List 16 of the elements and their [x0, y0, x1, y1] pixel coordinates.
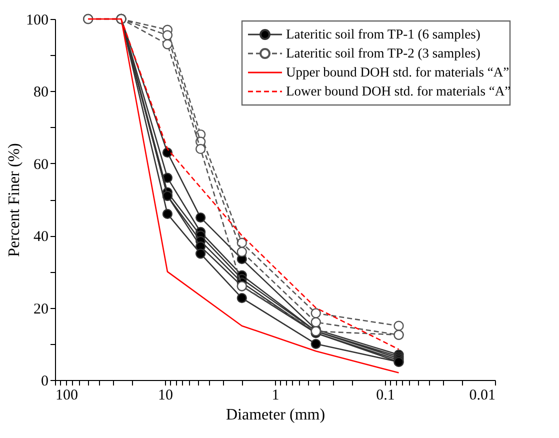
x-tick-label: 0.1 — [376, 388, 395, 404]
x-tick-label: 0.01 — [469, 388, 496, 404]
y-tick-label: 80 — [34, 84, 48, 101]
x-tick-label: 1 — [272, 388, 280, 404]
y-tick-label: 0 — [41, 374, 48, 390]
x-tick-label: 10 — [158, 388, 173, 404]
legend-label: Lateritic soil from TP-1 (6 samples) — [286, 26, 480, 42]
y-tick-label: 20 — [34, 301, 48, 318]
y-tick-label: 60 — [34, 156, 48, 173]
legend-label: Lateritic soil from TP-2 (3 samples) — [286, 46, 480, 60]
x-tick-label: 100 — [56, 388, 78, 404]
y-tick-label: 40 — [34, 229, 48, 246]
legend-label: Upper bound DOH std. for materials “A” — [286, 64, 510, 80]
y-tick-label: 100 — [26, 12, 48, 28]
y-axis-title: Percent Finer (%) — [6, 143, 23, 257]
x-axis-title: Diameter (mm) — [226, 406, 326, 424]
